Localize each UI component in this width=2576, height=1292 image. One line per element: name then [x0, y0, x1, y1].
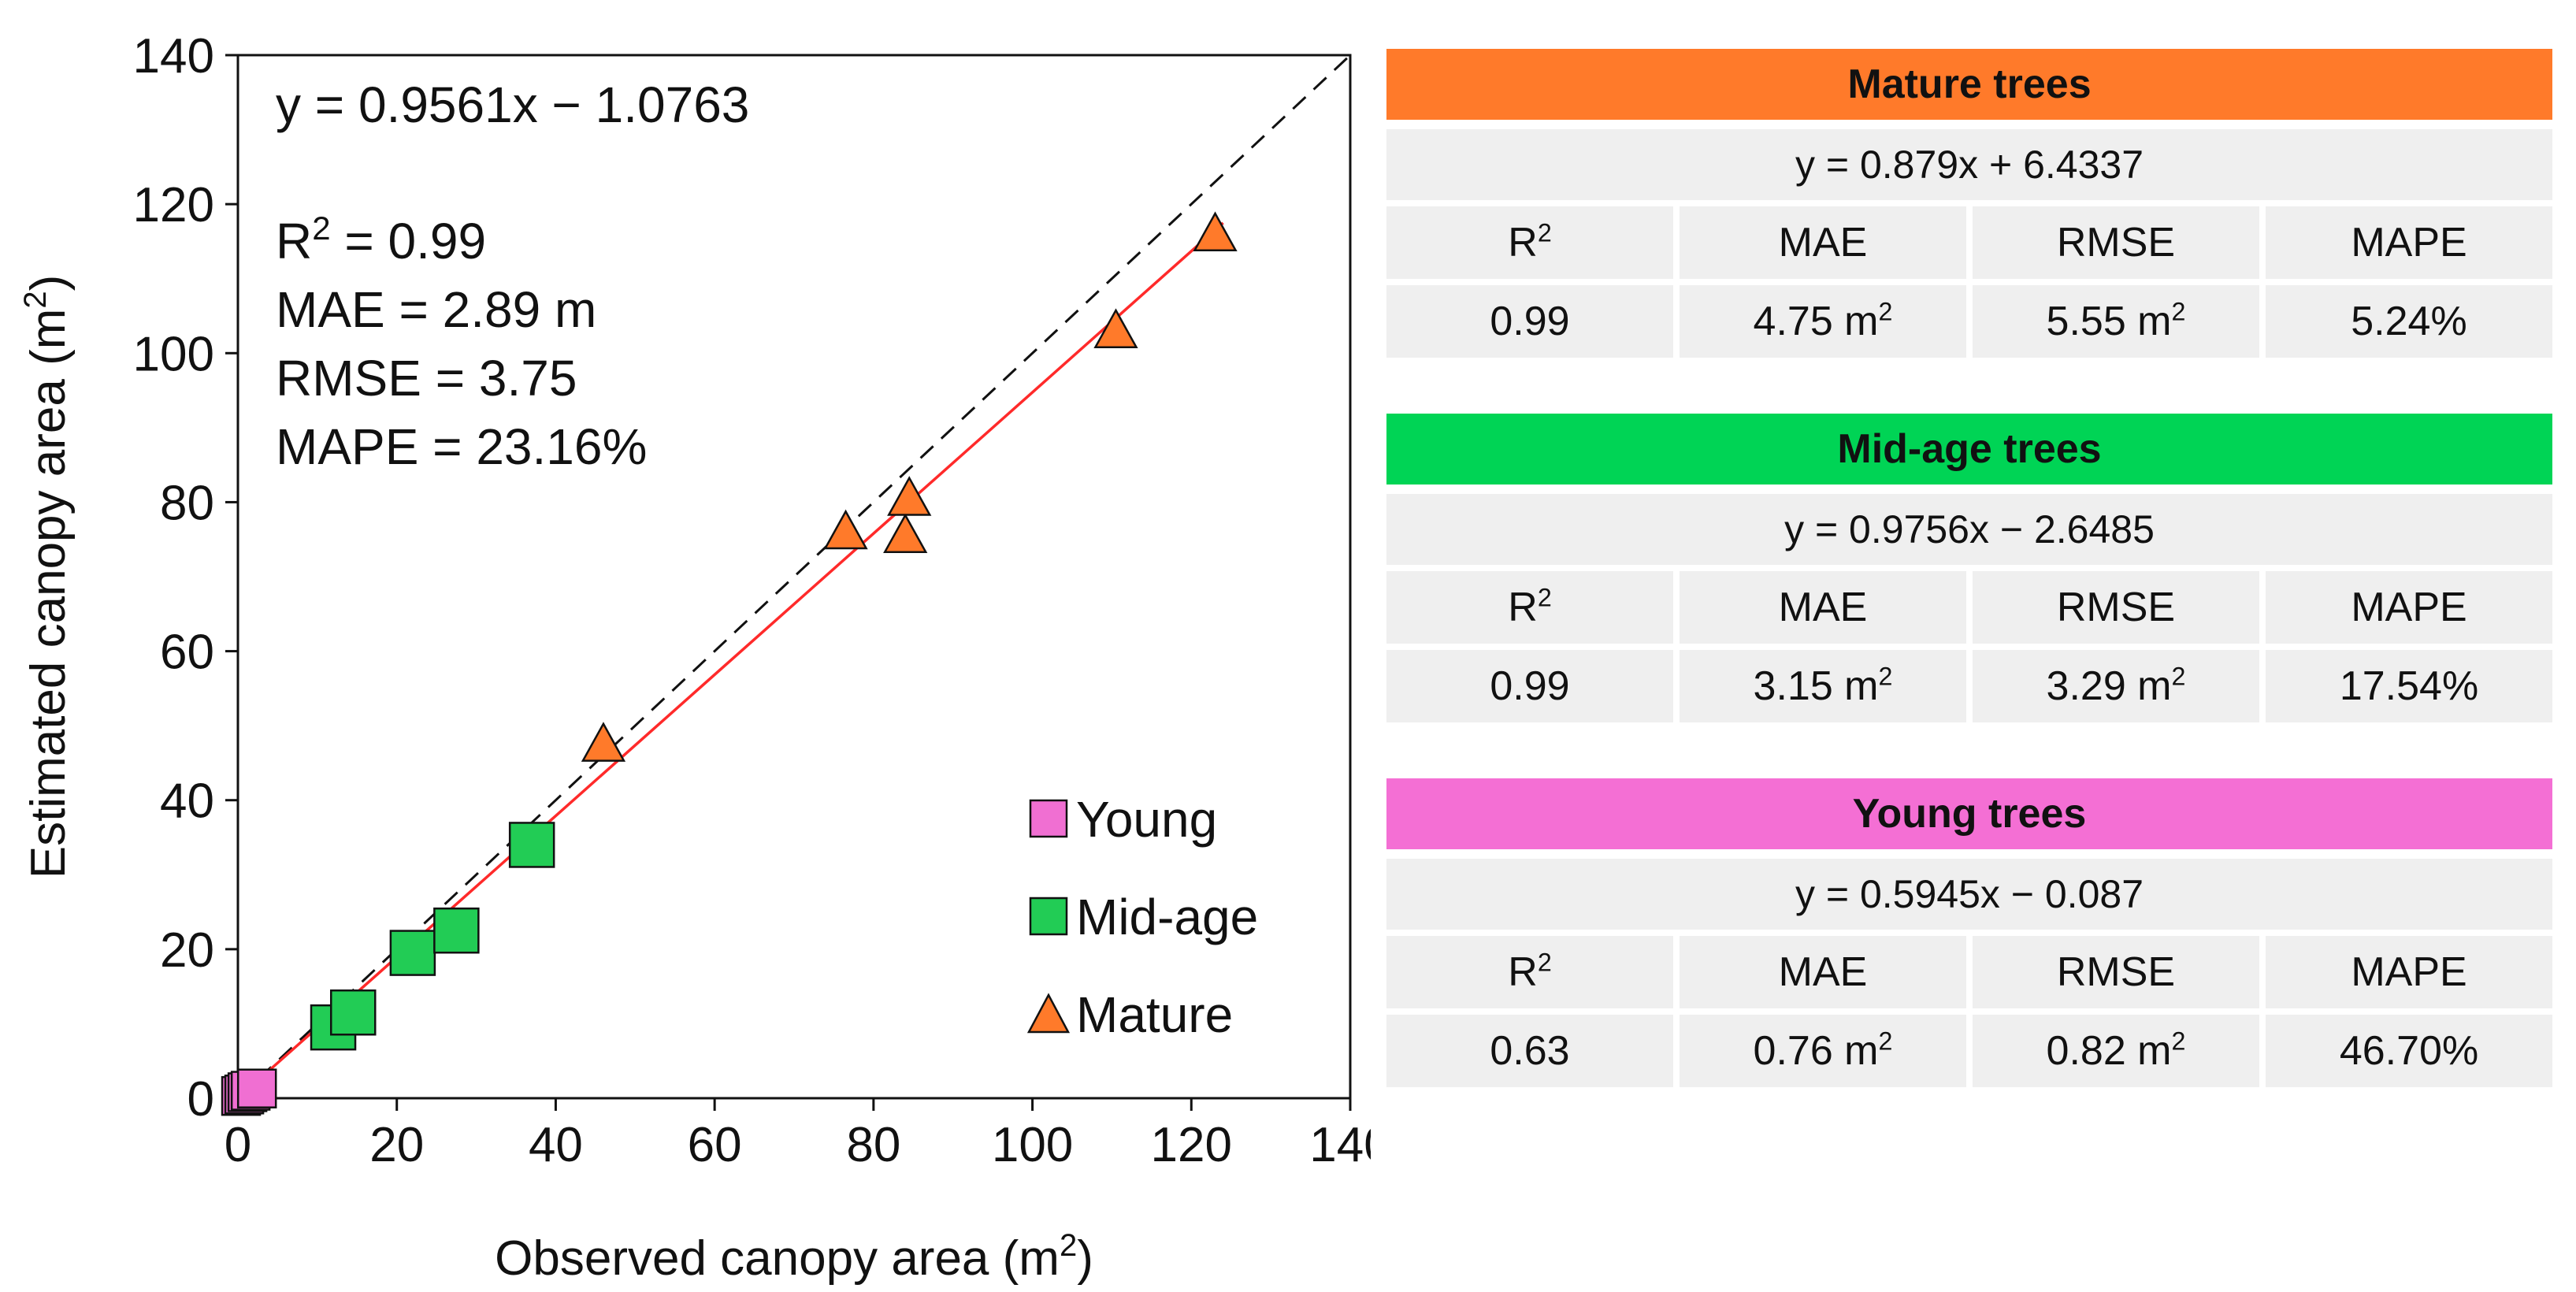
mape-annotation: MAPE = 23.16% [276, 418, 647, 475]
metric-value-row: 0.63 0.76 m2 0.82 m2 46.70% [1386, 1015, 2552, 1087]
x-tick-label: 0 [225, 1118, 251, 1172]
header-r2: R2 [1386, 936, 1673, 1008]
plot-frame [236, 54, 1352, 1100]
r2-annotation-sup: 2 [312, 210, 330, 247]
legend-mature-swatch [1026, 993, 1071, 1034]
legend-young-swatch [1029, 799, 1068, 838]
metric-header-row: R2 MAE RMSE MAPE [1386, 571, 2552, 644]
header-rmse: RMSE [1973, 206, 2259, 279]
value-r2: 0.99 [1386, 285, 1673, 358]
point-mature [887, 476, 932, 516]
mid-age-trees-panel: Mid-age trees y = 0.9756x − 2.6485 R2 MA… [1386, 414, 2552, 722]
r2-annotation-value: = 0.99 [331, 213, 487, 269]
y-tick-label: 100 [133, 327, 214, 381]
metric-header-row: R2 MAE RMSE MAPE [1386, 936, 2552, 1008]
y-tick-label: 120 [133, 178, 214, 232]
panel-equation-young: y = 0.5945x − 0.087 [1386, 859, 2552, 930]
mature-trees-panel: Mature trees y = 0.879x + 6.4337 R2 MAE … [1386, 49, 2552, 358]
x-tick-label: 80 [846, 1118, 900, 1172]
y-axis-label: Estimated canopy area (m2) [18, 275, 76, 879]
header-r2: R2 [1386, 206, 1673, 279]
value-mae: 3.15 m2 [1680, 650, 1966, 722]
value-r2: 0.99 [1386, 650, 1673, 722]
legend-mature-label: Mature [1076, 986, 1233, 1043]
value-rmse: 5.55 m2 [1973, 285, 2259, 358]
header-mae: MAE [1680, 936, 1966, 1008]
data-points [221, 211, 1238, 1116]
r2-annotation: R2 = 0.99 [276, 210, 486, 269]
value-r2: 0.63 [1386, 1015, 1673, 1087]
x-axis-label: Observed canopy area (m2) [495, 1228, 1093, 1286]
x-tick-label: 40 [529, 1118, 583, 1172]
x-tick-label: 100 [992, 1118, 1073, 1172]
header-mape: MAPE [2266, 571, 2552, 644]
header-mape: MAPE [2266, 206, 2552, 279]
x-tick-label: 120 [1151, 1118, 1232, 1172]
y-tick-label: 60 [160, 626, 214, 680]
y-axis-label-sup: 2 [18, 291, 53, 308]
y-tick-label: 80 [160, 476, 214, 530]
value-mae: 4.75 m2 [1680, 285, 1966, 358]
y-axis: 0 20 40 60 80 100 120 140 [133, 29, 238, 1127]
point-mature [823, 509, 868, 550]
panel-equation-mid-age: y = 0.9756x − 2.6485 [1386, 494, 2552, 565]
point-mid-age [329, 989, 377, 1036]
x-tick-label: 140 [1309, 1118, 1371, 1172]
point-mid-age [433, 907, 480, 954]
header-mae: MAE [1680, 206, 1966, 279]
scatter-plot: 0 20 40 60 80 100 120 140 0 20 40 60 80 100 120 140 Ob… [18, 29, 1371, 1286]
point-mature [581, 722, 626, 762]
header-mape: MAPE [2266, 936, 2552, 1008]
point-young [236, 1068, 277, 1108]
point-mid-age [389, 930, 436, 976]
value-mape: 17.54% [2266, 650, 2552, 722]
header-mae: MAE [1680, 571, 1966, 644]
point-mature [1093, 308, 1138, 348]
header-rmse: RMSE [1973, 936, 2259, 1008]
value-mape: 46.70% [2266, 1015, 2552, 1087]
value-mae: 0.76 m2 [1680, 1015, 1966, 1087]
mae-annotation: MAE = 2.89 m [276, 281, 596, 338]
panel-equation-mature: y = 0.879x + 6.4337 [1386, 129, 2552, 200]
metric-value-row: 0.99 4.75 m2 5.55 m2 5.24% [1386, 285, 2552, 358]
x-tick-label: 20 [369, 1118, 424, 1172]
y-tick-label: 140 [133, 29, 214, 84]
x-axis-label-end: ) [1077, 1231, 1093, 1286]
legend-mid-age-label: Mid-age [1076, 889, 1258, 945]
point-mid-age [508, 822, 555, 868]
metric-header-row: R2 MAE RMSE MAPE [1386, 206, 2552, 279]
young-trees-panel: Young trees y = 0.5945x − 0.087 R2 MAE R… [1386, 778, 2552, 1087]
y-axis-label-end: ) [21, 275, 76, 291]
legend-mid-age-swatch [1029, 897, 1068, 936]
x-tick-label: 60 [688, 1118, 742, 1172]
header-rmse: RMSE [1973, 571, 2259, 644]
panel-header-young: Young trees [1386, 778, 2552, 849]
fit-equation: y = 0.9561x − 1.0763 [276, 76, 749, 133]
point-mature [883, 513, 928, 554]
legend: Young Mid-age Mature [1026, 791, 1258, 1043]
panel-header-mid-age: Mid-age trees [1386, 414, 2552, 484]
legend-young-label: Young [1076, 791, 1217, 848]
value-rmse: 0.82 m2 [1973, 1015, 2259, 1087]
header-r2: R2 [1386, 571, 1673, 644]
metric-value-row: 0.99 3.15 m2 3.29 m2 17.54% [1386, 650, 2552, 722]
value-rmse: 3.29 m2 [1973, 650, 2259, 722]
point-mature [1193, 211, 1238, 252]
panel-header-mature: Mature trees [1386, 49, 2552, 120]
y-tick-label: 40 [160, 774, 214, 829]
y-tick-label: 0 [187, 1072, 214, 1127]
y-tick-label: 20 [160, 923, 214, 978]
rmse-annotation: RMSE = 3.75 [276, 350, 577, 407]
x-axis-label-sup: 2 [1060, 1228, 1077, 1263]
value-mape: 5.24% [2266, 285, 2552, 358]
x-axis: 0 20 40 60 80 100 120 140 [225, 1098, 1371, 1172]
